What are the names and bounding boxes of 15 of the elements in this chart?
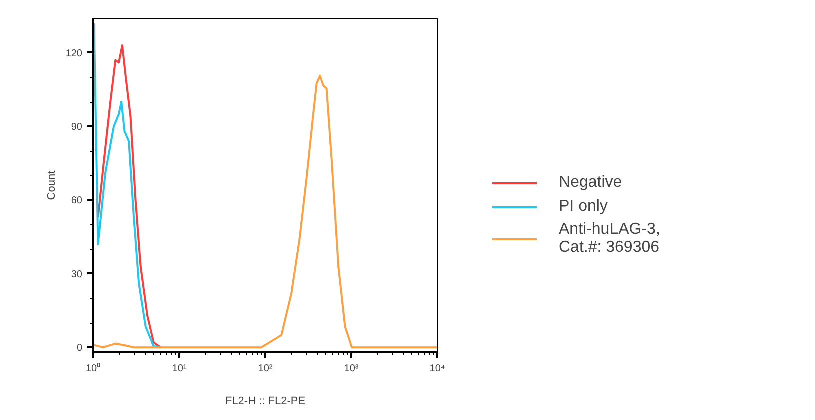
- y-tick-label: 90: [71, 122, 83, 134]
- x-tick-label: 10²: [258, 364, 274, 374]
- x-tick-label: 10³: [344, 364, 360, 374]
- x-tick-label: 10⁰: [86, 362, 102, 374]
- y-tick-label: 30: [71, 269, 83, 280]
- x-tick-label: 10⁴: [430, 364, 446, 374]
- legend-label: Negative: [559, 174, 622, 192]
- y-tick-label: 60: [71, 196, 83, 207]
- y-tick-label: 120: [66, 48, 83, 60]
- legend-label: PI only: [559, 198, 608, 216]
- x-tick-label: 10¹: [172, 364, 188, 374]
- x-axis-title: FL2-H :: FL2-PE: [225, 396, 306, 408]
- y-axis-title: Count: [46, 170, 58, 200]
- y-tick-label: 0: [76, 343, 83, 354]
- legend-label: Anti-huLAG-3, Cat.#: 369306: [559, 221, 660, 257]
